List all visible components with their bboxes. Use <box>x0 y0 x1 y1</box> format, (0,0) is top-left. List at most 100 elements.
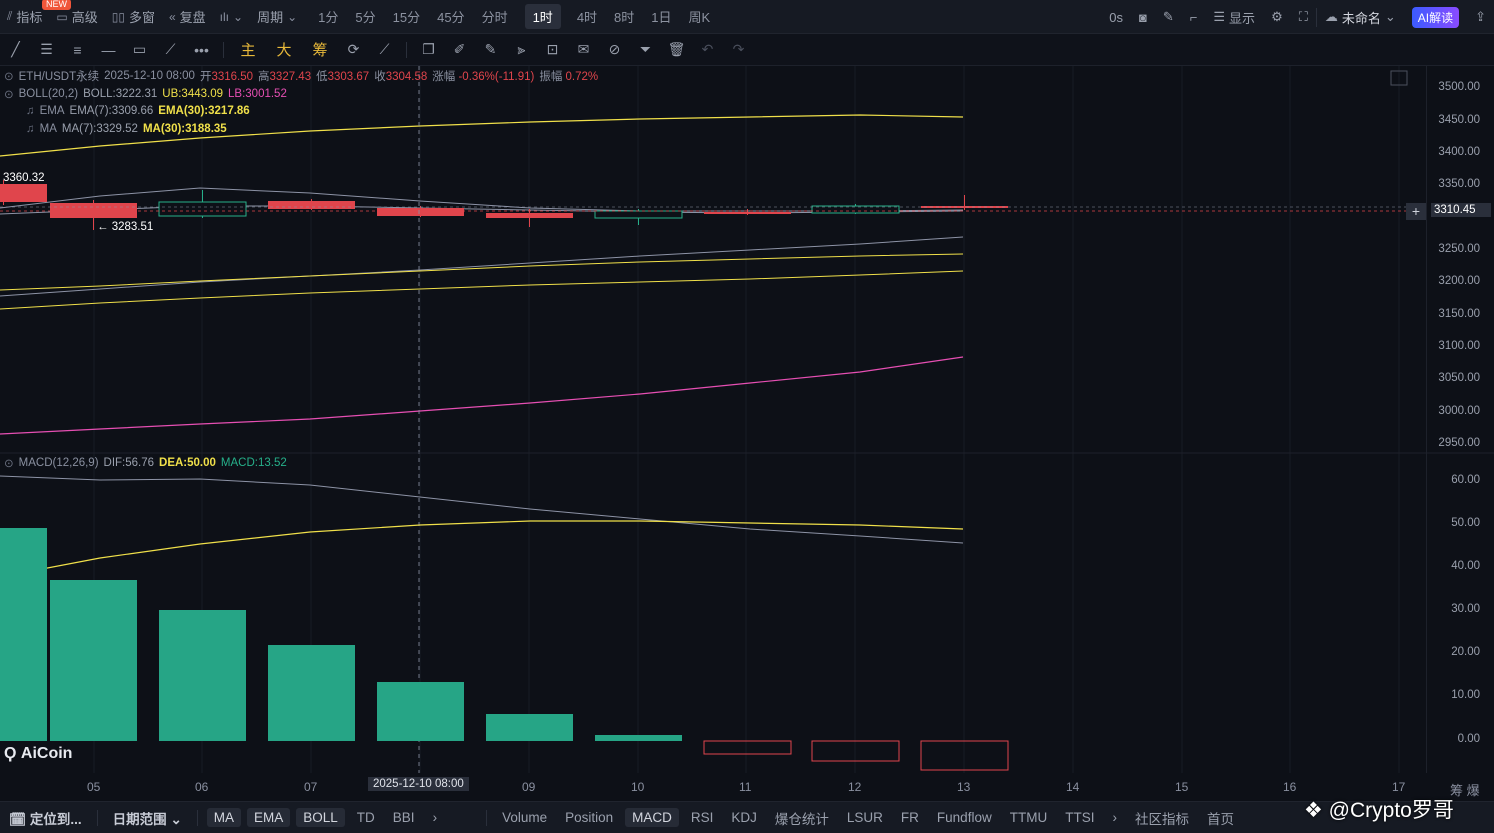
replay-button[interactable]: « 复盘 <box>162 0 213 34</box>
expand-chart-icon <box>1390 70 1408 86</box>
filter-icon[interactable]: ⏷ <box>639 41 652 57</box>
locate-button[interactable]: 🗓 定位到... <box>0 808 91 828</box>
parallel-tool-icon[interactable]: ☰ <box>40 41 53 57</box>
big-order-button[interactable]: 大 <box>276 42 292 59</box>
sub-indicator-6[interactable]: LSUR <box>846 810 883 825</box>
boll-lower-line <box>0 356 964 435</box>
measure-icon[interactable]: ⟋ <box>379 41 390 57</box>
note-icon[interactable]: ✉ <box>577 41 590 57</box>
chart-grid <box>93 66 1400 773</box>
chip-button[interactable]: 筹 <box>312 42 328 59</box>
bell-icon[interactable]: ♫ <box>26 105 35 117</box>
bell-icon[interactable]: ♫ <box>26 123 35 135</box>
chevron-right-icon[interactable]: › <box>432 810 438 825</box>
period-6[interactable]: 4时 <box>576 10 598 25</box>
share-icon[interactable]: ⇪ <box>1475 9 1486 24</box>
time-tick: 12 <box>848 780 862 794</box>
collapse-icon[interactable]: ⊙ <box>4 71 14 83</box>
multi-window-button[interactable]: ▯▯ 多窗 <box>105 0 162 34</box>
sub-indicator-0[interactable]: Volume <box>502 810 548 825</box>
time-tick: 17 <box>1392 780 1406 794</box>
main-indicator-ema[interactable]: EMA <box>247 808 291 827</box>
crop-icon[interactable]: ⌐ <box>1189 9 1198 25</box>
indicator-icon: ⫽ <box>7 9 13 23</box>
author-watermark: ❖ @Crypto罗哥 <box>1304 794 1454 824</box>
fib-tool-icon[interactable]: ⟋ <box>165 41 176 57</box>
fullscreen-icon[interactable]: ⛶ <box>1298 9 1308 24</box>
replay-label: 复盘 <box>179 10 206 25</box>
collapse-icon[interactable]: ⊙ <box>4 89 14 101</box>
refresh-icon[interactable]: ⟳ <box>347 41 360 57</box>
trash-icon[interactable]: 🗑 <box>667 41 686 57</box>
settings-icon[interactable]: ⚙ <box>1271 9 1283 24</box>
display-button[interactable]: ☰ 显示 <box>1205 8 1263 27</box>
period-7[interactable]: 8时 <box>614 10 635 25</box>
candle-body <box>377 208 464 216</box>
period-8[interactable]: 1日 <box>651 10 672 25</box>
date-range-dropdown[interactable]: 日期范围 ⌄ <box>104 808 191 828</box>
hline-tool-icon[interactable]: — <box>101 41 116 58</box>
sub-indicator-10[interactable]: TTSI <box>1065 810 1095 825</box>
community-indicators[interactable]: 社区指标 <box>1126 808 1198 828</box>
main-indicator-bbi[interactable]: BBI <box>392 810 415 825</box>
sub-indicator-1[interactable]: Position <box>565 810 614 825</box>
main-indicator-td[interactable]: TD <box>356 810 375 825</box>
time-tick: 06 <box>195 780 209 794</box>
sub-indicator-5[interactable]: 爆仓统计 <box>774 811 829 827</box>
camera-icon[interactable]: ◙ <box>1139 9 1147 25</box>
price-tick: 3050.00 <box>1438 372 1480 384</box>
period-4[interactable]: 分时 <box>481 10 508 25</box>
home-link[interactable]: 首页 <box>1206 811 1234 827</box>
undo-icon[interactable]: ↶ <box>701 41 714 57</box>
period-3[interactable]: 45分 <box>437 10 465 25</box>
period-dropdown[interactable]: 周期 ⌄ <box>250 0 304 34</box>
chart-type-dropdown[interactable]: ılı ⌄ <box>213 0 250 34</box>
advanced-button[interactable]: ▭ 高级 <box>49 0 104 34</box>
ai-interpret-button[interactable]: AI解读 <box>1411 6 1460 28</box>
symbol-label: ETH/USDT永续 <box>18 71 100 83</box>
period-1[interactable]: 5分 <box>355 10 376 25</box>
open-label: 开 <box>199 71 212 83</box>
crosshair-plus-icon[interactable]: + <box>1406 203 1426 220</box>
main-indicator-boll[interactable]: BOLL <box>296 808 345 827</box>
indicator-button[interactable]: ⫽ 指标 NEW <box>0 0 71 34</box>
more-tools-icon[interactable]: ••• <box>194 41 209 58</box>
period-9[interactable]: 周K <box>688 10 711 25</box>
highlighter-icon[interactable]: ✎ <box>484 41 497 57</box>
pen-icon[interactable]: ✎ <box>1162 9 1174 24</box>
macd-tick: 40.00 <box>1451 560 1480 572</box>
pattern-icon[interactable]: ⫸ <box>517 41 526 57</box>
drawing-toolbar: ╱ ☰ ≡ — ▭ ⟋ ••• 主 大 筹 ⟳ ⟋ ❐ ✐ ✎ ⫸ ⊡ ✉ ⊘ … <box>0 34 1494 66</box>
high-label: 高 <box>258 71 270 83</box>
dea-line <box>0 520 964 578</box>
macd-tick: 20.00 <box>1451 646 1480 658</box>
horizontal-lines-icon[interactable]: ≡ <box>73 41 82 58</box>
main-chip-button[interactable]: 主 <box>240 42 256 59</box>
brush-icon[interactable]: ✐ <box>453 41 466 57</box>
layout-dropdown[interactable]: ☁ 未命名 ⌄ <box>1315 7 1404 27</box>
sub-indicator-9[interactable]: TTMU <box>1009 810 1048 825</box>
sub-indicator-2[interactable]: MACD <box>625 808 679 827</box>
price-chart[interactable] <box>0 66 1494 773</box>
lock-icon[interactable]: ⊡ <box>546 41 559 57</box>
sub-indicator-8[interactable]: Fundflow <box>936 810 992 825</box>
period-2[interactable]: 15分 <box>392 10 421 25</box>
macd-legend: ⊙ MACD(12,26,9) DIF:56.76 DEA:50.00 MACD… <box>4 456 287 470</box>
copy-icon[interactable]: ❐ <box>422 41 435 57</box>
collapse-icon[interactable]: ⊙ <box>4 458 14 470</box>
main-indicator-ma[interactable]: MA <box>206 808 241 827</box>
period-0[interactable]: 1分 <box>318 10 339 25</box>
sub-indicator-7[interactable]: FR <box>900 810 919 825</box>
magnet-icon[interactable]: ⊘ <box>608 41 621 57</box>
chevron-right-icon[interactable]: › <box>1112 810 1117 825</box>
period-5[interactable]: 1时 <box>524 4 561 29</box>
time-tick: 10 <box>631 780 645 794</box>
redo-icon[interactable]: ↷ <box>732 41 745 57</box>
amp-label: 振幅 <box>539 71 563 83</box>
divider <box>96 809 98 826</box>
candle-body <box>268 201 355 209</box>
sub-indicator-3[interactable]: RSI <box>690 810 714 825</box>
rectangle-tool-icon[interactable]: ▭ <box>132 41 147 57</box>
sub-indicator-4[interactable]: KDJ <box>731 810 757 825</box>
line-tool-icon[interactable]: ╱ <box>11 41 20 57</box>
